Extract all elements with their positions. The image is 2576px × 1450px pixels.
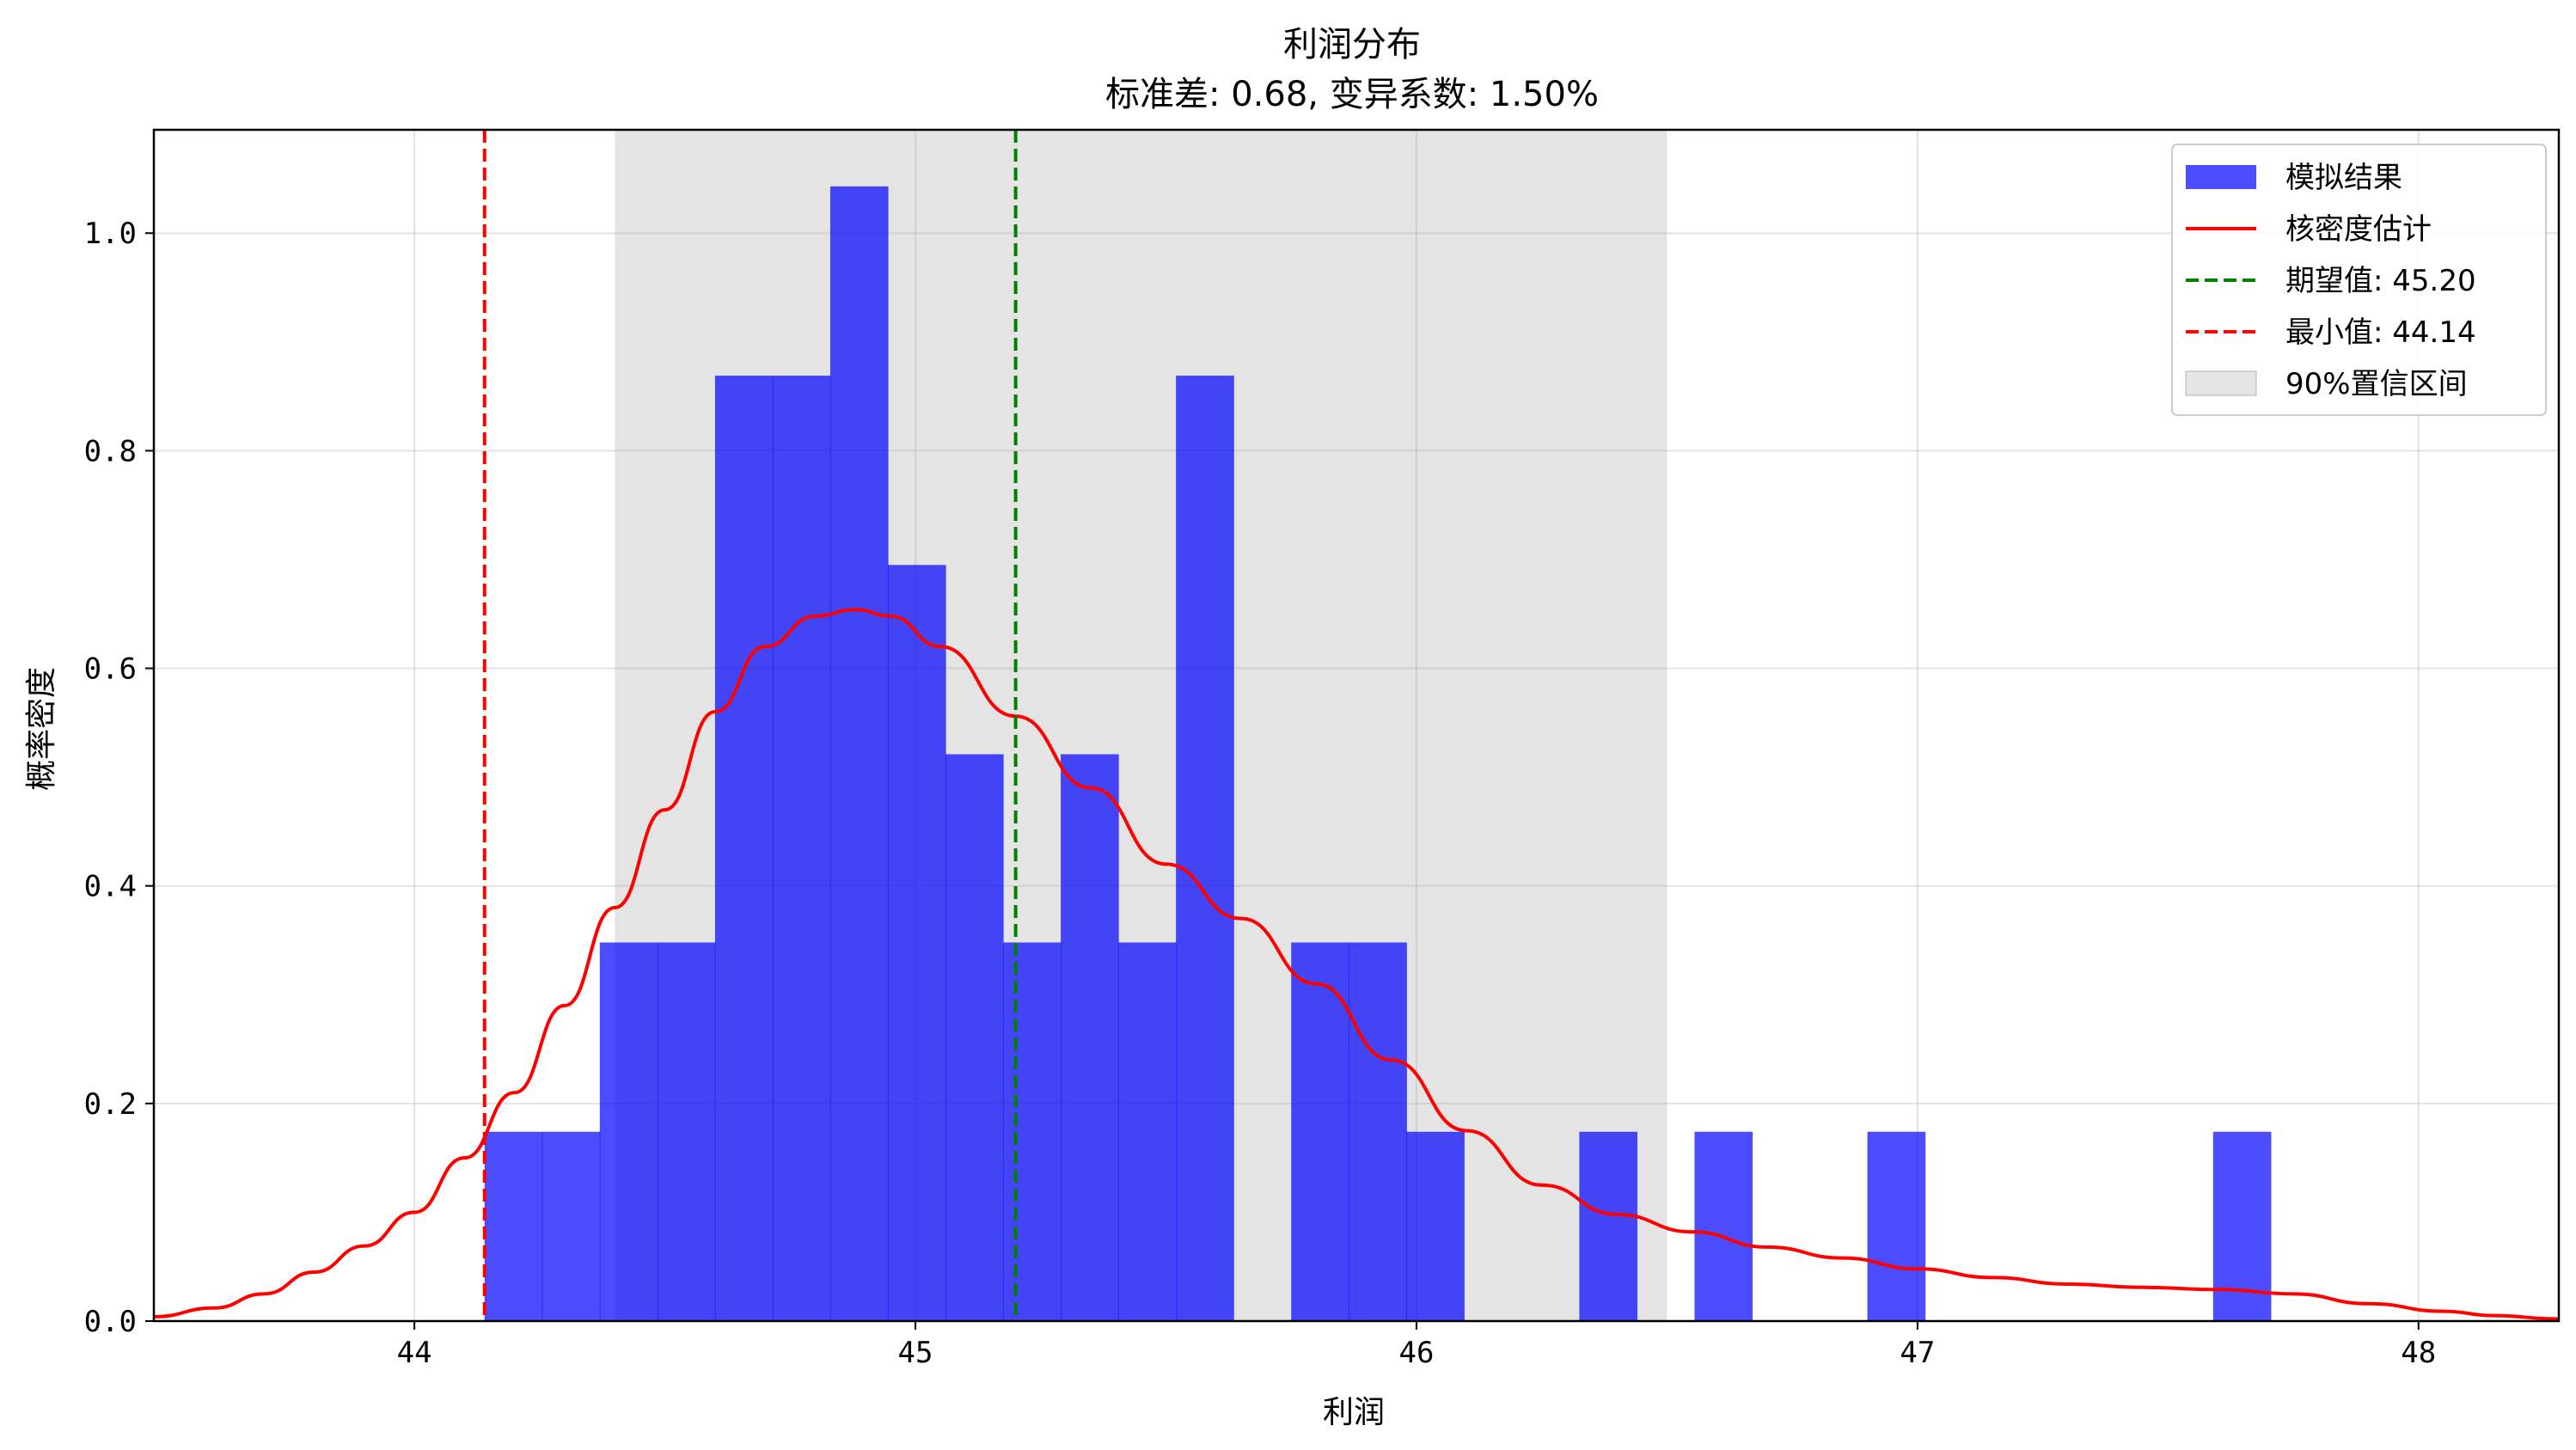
y-tick-label: 0.4 [84, 870, 137, 904]
x-tick-label: 44 [397, 1336, 432, 1370]
legend-swatch-histogram [2186, 165, 2256, 189]
histogram-bar [1349, 942, 1407, 1321]
legend-label-kde: 核密度估计 [2285, 212, 2432, 247]
y-tick-label: 1.0 [84, 217, 137, 251]
chart-title: 利润分布 [1283, 25, 1421, 64]
plot-area: 44 45 46 47 48 0.0 0.2 0.4 0.6 0.8 1.0 [84, 128, 2561, 1370]
histogram-bar [657, 942, 716, 1321]
histogram-bar [945, 754, 1004, 1321]
legend-label-minimum: 最小值: 44.14 [2285, 315, 2476, 350]
histogram-bar [1003, 942, 1062, 1321]
legend-label-interval: 90%置信区间 [2285, 367, 2468, 401]
histogram-bar [714, 376, 774, 1321]
legend-frame [2171, 144, 2547, 416]
axes-frame [152, 128, 2561, 1323]
y-tick-label: 0.2 [84, 1087, 137, 1122]
y-tick-label: 0.8 [84, 434, 137, 468]
histogram-bar [887, 565, 946, 1321]
x-tick-label: 46 [1398, 1336, 1434, 1370]
histogram-bar [772, 376, 831, 1321]
chart-subtitle: 标准差: 0.68, 变异系数: 1.50% [1105, 75, 1599, 114]
kde-curve [154, 608, 2559, 1321]
histogram-bar [484, 1131, 543, 1321]
x-tick-label: 45 [898, 1336, 933, 1370]
x-tick-label: 47 [1900, 1336, 1935, 1370]
histogram-bar [1406, 1131, 1465, 1321]
histogram-bar [1118, 942, 1177, 1321]
histogram-bar [1579, 1131, 1638, 1321]
histogram-bar [599, 942, 658, 1321]
y-tick-label: 0.0 [84, 1305, 137, 1339]
legend-label-histogram: 模拟结果 [2285, 161, 2402, 195]
legend-label-expected: 期望值: 45.20 [2285, 264, 2476, 298]
y-axis-label: 概率密度 [24, 667, 59, 791]
histogram-bar [1061, 754, 1119, 1321]
histogram-bar [829, 186, 889, 1321]
histogram-bar [542, 1131, 601, 1321]
histogram-bar [1867, 1131, 1926, 1321]
x-tick-label: 48 [2401, 1336, 2436, 1370]
x-axis-label: 利润 [1323, 1395, 1385, 1430]
legend-swatch-interval [2185, 370, 2257, 396]
histogram-bar [1694, 1131, 1753, 1321]
histogram-bar [1291, 942, 1349, 1321]
y-tick-label: 0.6 [84, 652, 137, 687]
histogram-bar [1176, 376, 1234, 1321]
